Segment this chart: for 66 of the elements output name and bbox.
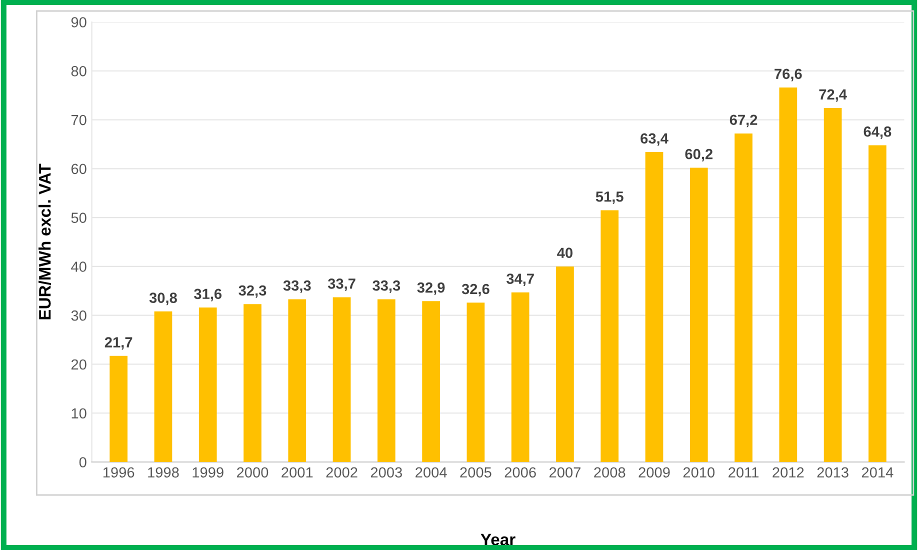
x-tick-label: 2010: [683, 467, 715, 478]
bar: [645, 152, 664, 462]
y-tick-label: 30: [71, 310, 86, 321]
data-label: 51,5: [596, 192, 624, 204]
y-tick-label: 50: [71, 212, 86, 223]
x-tick-label: 2009: [638, 467, 670, 478]
data-label: 33,3: [372, 280, 400, 293]
data-label: 32,3: [238, 285, 266, 298]
data-label: 33,7: [328, 278, 356, 291]
x-tick-label: 2000: [237, 467, 268, 478]
x-tick-label: 2002: [326, 467, 358, 478]
y-tick-label: 40: [71, 262, 86, 272]
bar: [154, 311, 172, 462]
x-tick-label: 2005: [460, 467, 492, 478]
data-label: 32,6: [462, 284, 490, 296]
x-tick-label: 2012: [772, 467, 804, 478]
x-tick-label: 1996: [103, 467, 134, 478]
y-tick-label: 60: [71, 164, 86, 174]
data-label: 72,4: [819, 89, 847, 102]
bar: [110, 356, 128, 462]
data-label: 64,8: [864, 126, 892, 139]
x-tick-label: 2006: [504, 467, 536, 478]
data-label: 30,8: [149, 292, 177, 306]
data-label: 31,6: [194, 288, 222, 302]
x-tick-label: 2004: [416, 467, 447, 478]
bar: [600, 210, 619, 462]
bar: [690, 168, 708, 462]
y-tick-label: 80: [71, 66, 86, 76]
x-tick-label: 2007: [549, 467, 580, 478]
bar: [288, 299, 306, 462]
bar: [734, 133, 752, 462]
bar: [332, 297, 351, 462]
bar: [556, 266, 574, 462]
x-tick-label: 1999: [192, 467, 224, 478]
y-tick-label: 0: [79, 457, 86, 468]
y-tick-label: 90: [71, 17, 86, 28]
y-tick-label: 10: [72, 408, 86, 419]
x-tick-label: 2003: [370, 467, 402, 478]
y-tick-label: 70: [71, 114, 86, 126]
bar: [198, 308, 217, 462]
bar: [466, 302, 485, 462]
data-label: 63,4: [640, 133, 668, 146]
data-label: 67,2: [730, 114, 758, 128]
y-axis-title: EUR/MWh excl. VAT: [38, 164, 51, 320]
data-label: 34,7: [506, 274, 534, 286]
x-axis-title: Year: [480, 534, 516, 546]
data-label: 76,6: [774, 68, 802, 82]
bar: [422, 301, 440, 462]
x-tick-label: 2013: [817, 467, 848, 478]
x-tick-label: 2011: [728, 467, 759, 478]
data-label: 32,9: [417, 282, 445, 295]
data-label: 21,7: [104, 337, 132, 350]
bar: [377, 299, 396, 462]
x-tick-label: 2008: [594, 467, 626, 478]
data-label: 40: [557, 248, 572, 258]
bar: [511, 292, 530, 462]
bar: [244, 304, 262, 462]
data-label: 33,3: [283, 280, 311, 293]
x-tick-label: 1998: [148, 467, 179, 478]
bar: [868, 145, 886, 462]
x-tick-label: 2014: [862, 467, 894, 478]
data-label: 60,2: [685, 148, 712, 162]
bar: [824, 108, 842, 462]
x-tick-label: 2001: [282, 467, 313, 478]
bar: [779, 88, 798, 462]
y-tick-label: 20: [71, 359, 86, 370]
